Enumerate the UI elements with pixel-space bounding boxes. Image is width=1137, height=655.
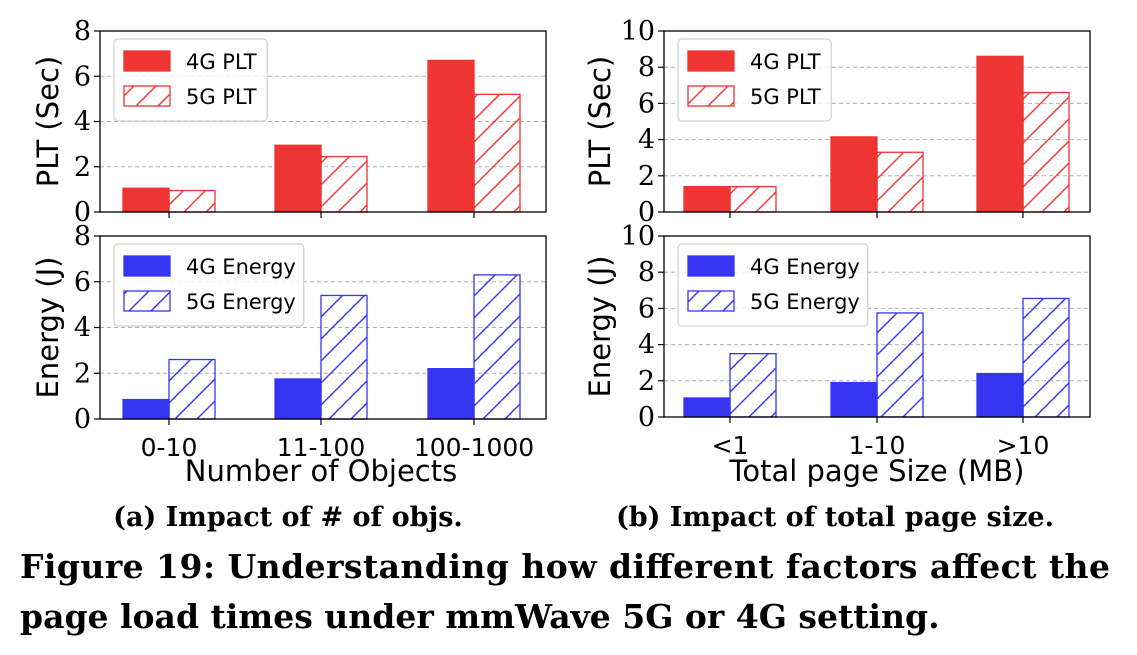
panel-b-energy: 0 2 4 6 8 10 <1 1-10 >10 Energy (J) Total page Siz… bbox=[583, 221, 1091, 488]
axes-frame bbox=[663, 235, 1091, 418]
4g-bar-0 bbox=[683, 397, 731, 418]
y-tick-label: 4 bbox=[638, 330, 655, 361]
x-axis-label: Number of Objects bbox=[185, 454, 457, 488]
5g-bar-0 bbox=[729, 186, 777, 213]
x-tick-label: 100-1000 bbox=[414, 433, 534, 462]
4g-bar-1 bbox=[274, 144, 322, 213]
5g-bar-0 bbox=[168, 189, 216, 213]
panel-a-energy: 0 2 4 6 8 0-10 11-100 100-1000 Energy (J) Number … bbox=[31, 221, 547, 488]
legend: 4G PLT 5G PLT bbox=[677, 38, 832, 122]
x-tick-label: <1 bbox=[712, 431, 749, 460]
y-axis-label: PLT (Sec) bbox=[583, 56, 617, 187]
x-tick-label: 0-10 bbox=[141, 433, 198, 462]
5g-bar-2 bbox=[1022, 297, 1070, 418]
y-tick-label: 8 bbox=[638, 52, 655, 83]
y-tick-label: 6 bbox=[638, 293, 655, 324]
y-tick-label: 10 bbox=[621, 16, 655, 47]
legend-swatch-4g bbox=[687, 50, 735, 72]
5g-bar-2 bbox=[473, 93, 521, 213]
legend: 4G PLT 5G PLT bbox=[113, 38, 268, 122]
y-tick-label: 4 bbox=[74, 313, 91, 344]
legend-swatch-5g bbox=[123, 85, 171, 107]
y-tick-label: 0 bbox=[74, 197, 91, 228]
legend-swatch-4g bbox=[123, 50, 171, 72]
axes-frame bbox=[99, 30, 547, 213]
y-tick-label: 2 bbox=[74, 152, 91, 183]
y-axis-label: Energy (J) bbox=[31, 257, 65, 399]
5g-bar-1 bbox=[320, 294, 368, 420]
y-axis-label: PLT (Sec) bbox=[31, 56, 65, 187]
subcaption-a: (a) Impact of # of objs. bbox=[113, 502, 463, 533]
y-tick-label: 6 bbox=[74, 267, 91, 298]
y-tick-label: 2 bbox=[74, 358, 91, 389]
5g-bar-1 bbox=[876, 312, 924, 418]
5g-bar-2 bbox=[473, 274, 521, 420]
legend-label: 4G Energy bbox=[186, 255, 296, 279]
4g-bar-0 bbox=[122, 187, 170, 213]
5g-bar-2 bbox=[1022, 91, 1070, 213]
5g-bar-1 bbox=[320, 155, 368, 213]
x-tick-label: 1-10 bbox=[849, 431, 906, 460]
subcaption-b: (b) Impact of total page size. bbox=[616, 502, 1054, 533]
5g-bar-0 bbox=[729, 352, 777, 418]
legend: 4G Energy 5G Energy bbox=[677, 243, 869, 327]
legend-label: 4G PLT bbox=[186, 50, 257, 74]
4g-bar-2 bbox=[976, 372, 1024, 418]
4g-bar-2 bbox=[427, 368, 475, 420]
y-tick-label: 8 bbox=[74, 16, 91, 47]
x-axis-label: Total page Size (MB) bbox=[729, 454, 1025, 488]
legend-swatch-4g bbox=[123, 255, 171, 277]
figure-caption-line-1: Figure 19: Understanding how different f… bbox=[20, 547, 1110, 586]
4g-bar-2 bbox=[976, 55, 1024, 213]
y-tick-label: 6 bbox=[638, 88, 655, 119]
y-tick-label: 0 bbox=[638, 402, 655, 433]
4g-bar-1 bbox=[274, 378, 322, 420]
y-tick-label: 0 bbox=[74, 404, 91, 435]
5g-bar-0 bbox=[168, 358, 216, 420]
legend-swatch-5g bbox=[687, 290, 735, 312]
4g-bar-0 bbox=[122, 398, 170, 420]
axes-frame bbox=[99, 235, 547, 420]
panel-a-plt: 0 2 4 6 8 PLT (Sec) 4G PLT 5G PLT bbox=[31, 16, 547, 228]
4g-bar-1 bbox=[830, 381, 878, 418]
y-tick-label: 2 bbox=[638, 161, 655, 192]
axes-frame bbox=[663, 30, 1091, 213]
legend-label: 5G PLT bbox=[750, 85, 821, 109]
y-tick-label: 4 bbox=[74, 107, 91, 138]
y-tick-label: 2 bbox=[638, 366, 655, 397]
y-tick-label: 4 bbox=[638, 125, 655, 156]
legend-label: 4G Energy bbox=[750, 255, 860, 279]
y-tick-label: 0 bbox=[638, 197, 655, 228]
figure-caption-line-2: page load times under mmWave 5G or 4G se… bbox=[20, 597, 940, 636]
legend-label: 5G Energy bbox=[186, 290, 296, 314]
4g-bar-0 bbox=[683, 186, 731, 213]
x-tick-label: 11-100 bbox=[277, 433, 366, 462]
y-axis-label: Energy (J) bbox=[583, 256, 617, 398]
legend-swatch-4g bbox=[687, 255, 735, 277]
legend-swatch-5g bbox=[123, 290, 171, 312]
5g-bar-1 bbox=[876, 151, 924, 213]
legend-label: 4G PLT bbox=[750, 50, 821, 74]
y-tick-label: 8 bbox=[74, 221, 91, 252]
x-tick-label: >10 bbox=[997, 431, 1050, 460]
y-tick-label: 10 bbox=[621, 221, 655, 252]
y-tick-label: 6 bbox=[74, 61, 91, 92]
4g-bar-2 bbox=[427, 59, 475, 213]
legend: 4G Energy 5G Energy bbox=[113, 243, 305, 327]
legend-label: 5G PLT bbox=[186, 85, 257, 109]
legend-swatch-5g bbox=[687, 85, 735, 107]
y-tick-label: 8 bbox=[638, 257, 655, 288]
legend-label: 5G Energy bbox=[750, 290, 860, 314]
4g-bar-1 bbox=[830, 136, 878, 213]
